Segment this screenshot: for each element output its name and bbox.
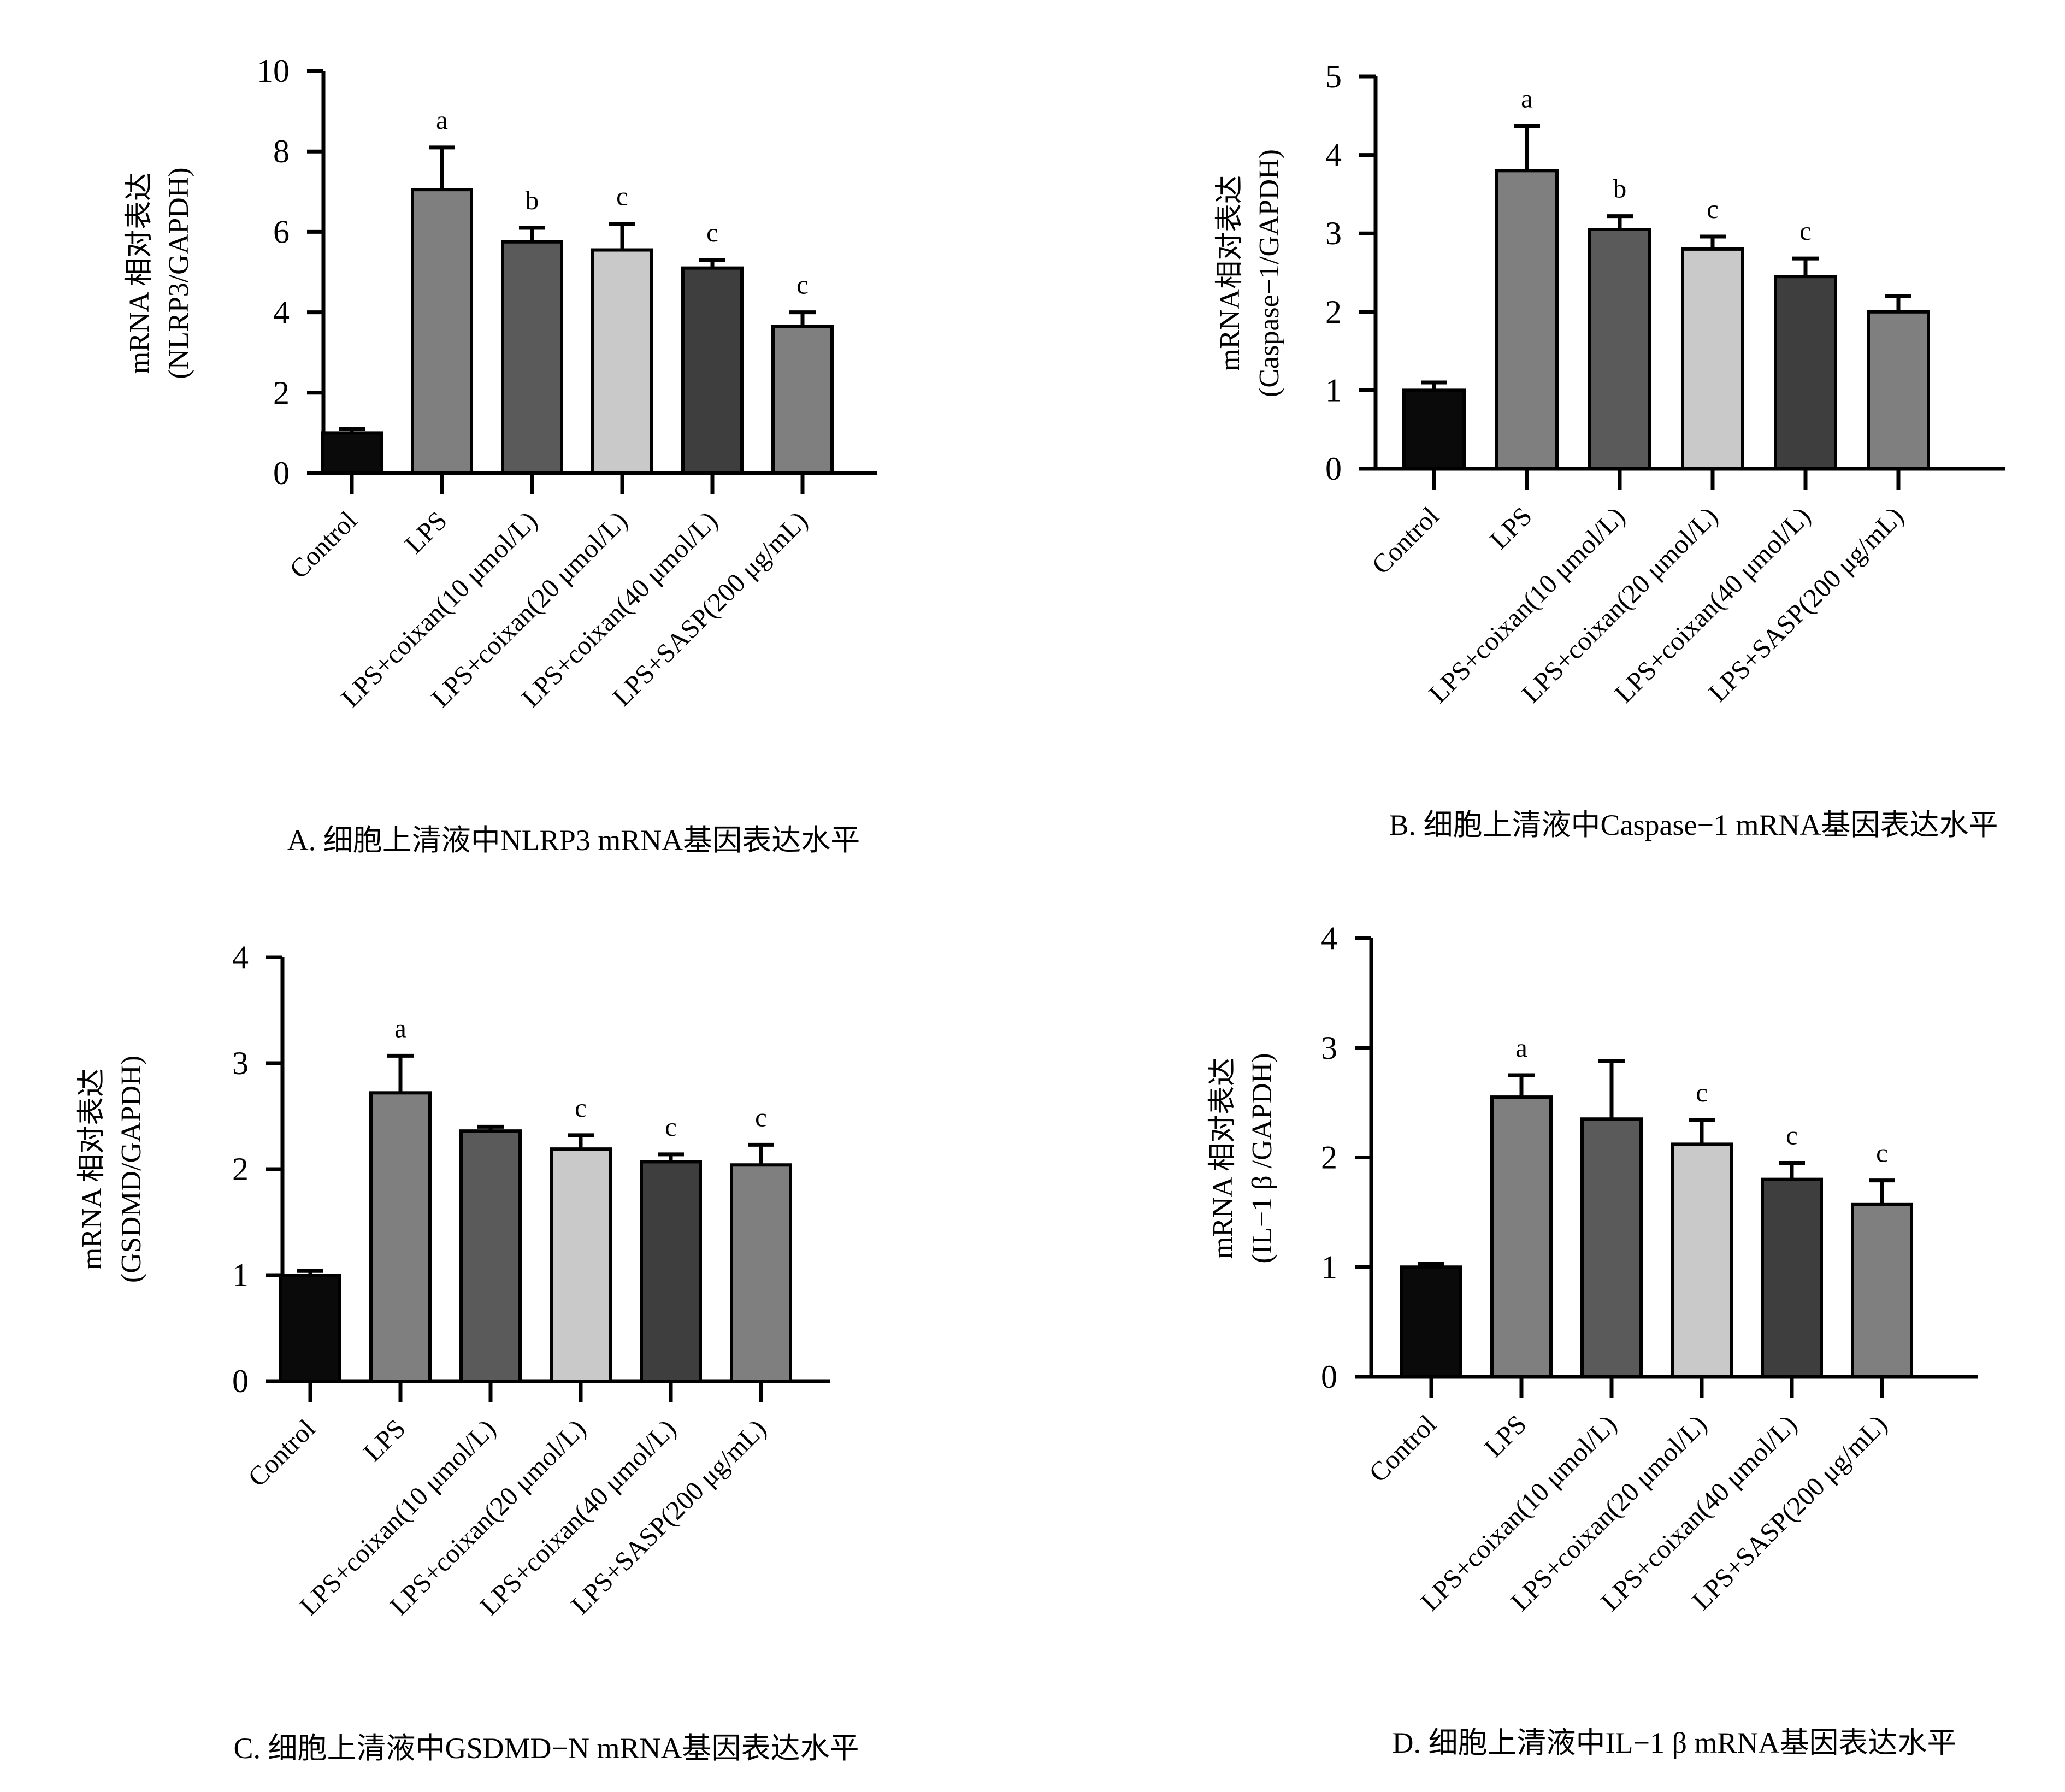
panel-b-category-label: Control (1366, 501, 1445, 580)
panel-a-bar (591, 248, 653, 475)
panel-d-bar (1761, 1177, 1823, 1378)
panel-b-y-tick-label: 1 (1325, 372, 1342, 408)
panel-d-significance-label: c (1696, 1077, 1708, 1107)
panel-c-y-tick-label: 2 (232, 1151, 249, 1187)
panel-d-category-label: LPS (1478, 1409, 1532, 1463)
panel-b-y-axis-title: (Caspase−1/GAPDH) (1254, 149, 1285, 397)
panel-a-bar (321, 431, 383, 475)
panel-d-y-tick-label: 4 (1321, 920, 1337, 956)
panel-a-y-tick-label: 8 (273, 133, 290, 169)
panel-a-bar (681, 266, 744, 475)
panel-a-y-axis-title: (NLRP3/GAPDH) (163, 167, 194, 379)
panel-c-y-axis-title: mRNA 相对表达 (76, 1069, 108, 1270)
panel-b-bar (1402, 388, 1466, 471)
panel-a-y-tick-label: 10 (257, 53, 290, 89)
panel-b-bar (1681, 247, 1744, 470)
panel-d-il1b-chart: 0 1 2 3 4 mRNA 相对表达 (IL−1 β /GAPDH) Control a LPS… (1207, 920, 1978, 1759)
panel-b-bar (1774, 275, 1837, 470)
panel-c-y-axis-title: (GSDMD/GAPDH) (116, 1056, 147, 1283)
panel-a-bar (501, 240, 563, 475)
panel-b-caspase1-chart: 0 1 2 3 4 5 mRNA相对表达 (Caspase−1/GAPDH) Control a L… (1214, 58, 2005, 841)
panel-a-y-tick-label: 2 (273, 375, 290, 411)
panel-b-significance-label: c (1800, 216, 1812, 246)
panel-c-y-tick-label: 3 (232, 1045, 249, 1081)
panel-c-significance-label: a (394, 1013, 406, 1043)
panel-b-bar (1588, 228, 1651, 470)
panel-a-significance-label: c (616, 181, 628, 211)
panel-d-y-tick-label: 2 (1321, 1140, 1337, 1176)
panel-d-caption: D. 细胞上清液中IL−1 β mRNA基因表达水平 (1393, 1726, 1957, 1759)
panel-c-y-tick-label: 4 (232, 939, 249, 975)
panel-c-significance-label: c (575, 1093, 587, 1123)
panel-c-category-label: LPS (357, 1413, 411, 1467)
panel-a-significance-label: b (526, 185, 539, 215)
panel-c-significance-label: c (755, 1102, 767, 1132)
panel-b-y-tick-label: 5 (1325, 58, 1342, 95)
panel-c-significance-label: c (665, 1112, 677, 1142)
panel-d-category-label: Control (1363, 1409, 1442, 1488)
panel-a-y-tick-label: 6 (273, 214, 290, 250)
panel-b-bar (1495, 169, 1559, 470)
panel-d-y-axis-title: mRNA 相对表达 (1207, 1058, 1238, 1259)
panel-c-bar (730, 1163, 792, 1383)
panel-b-y-tick-label: 0 (1325, 451, 1342, 487)
panel-d-bar (1851, 1202, 1913, 1378)
panel-b-y-tick-label: 4 (1325, 137, 1342, 173)
panel-d-bar (1400, 1265, 1462, 1378)
panel-d-y-tick-label: 1 (1321, 1249, 1337, 1285)
panel-c-bar (369, 1091, 432, 1383)
panel-d-significance-label: c (1876, 1138, 1888, 1168)
panel-d-significance-label: a (1515, 1033, 1527, 1063)
panel-a-category-label: LPS (399, 505, 453, 559)
panel-a-y-tick-label: 4 (273, 294, 290, 331)
panel-a-y-axis-title: mRNA 相对表达 (124, 173, 155, 374)
panel-c-bar (459, 1129, 522, 1383)
panel-a-y-tick-label: 0 (273, 455, 290, 491)
panel-d-bar (1671, 1142, 1733, 1378)
panel-c-bar (550, 1147, 612, 1383)
panel-d-y-axis-title: (IL−1 β /GAPDH) (1247, 1053, 1278, 1263)
panel-b-y-axis-title: mRNA相对表达 (1214, 175, 1246, 371)
panel-a-bar (771, 325, 834, 475)
panel-a-nlrp3-chart: 0 2 4 6 8 10 mRNA 相对表达 (NLRP3/GAPDH) Control a LPS… (124, 53, 877, 857)
panel-d-y-tick-label: 0 (1321, 1359, 1337, 1395)
panel-c-bar (279, 1274, 341, 1383)
panel-a-category-label: Control (284, 505, 363, 585)
panel-c-y-tick-label: 0 (232, 1363, 249, 1399)
panel-a-significance-label: c (706, 217, 718, 247)
panel-b-category-label: LPS (1484, 501, 1538, 555)
panel-b-significance-label: c (1707, 194, 1719, 224)
panel-c-bar (640, 1160, 702, 1383)
panel-b-significance-label: a (1521, 83, 1533, 113)
panel-c-category-label: Control (242, 1413, 321, 1493)
panel-b-caption: B. 细胞上清液中Caspase−1 mRNA基因表达水平 (1389, 809, 1998, 841)
panel-b-y-tick-label: 2 (1325, 294, 1342, 330)
panel-a-significance-label: a (436, 105, 448, 135)
panel-d-bar (1580, 1117, 1643, 1379)
panel-c-y-tick-label: 1 (232, 1257, 249, 1293)
panel-d-y-tick-label: 3 (1321, 1030, 1337, 1066)
panel-b-y-tick-label: 3 (1325, 215, 1342, 251)
panel-c-caption: C. 细胞上清液中GSDMD−N mRNA基因表达水平 (233, 1732, 859, 1765)
panel-d-significance-label: c (1786, 1121, 1798, 1151)
panel-b-significance-label: b (1613, 174, 1627, 204)
panel-b-bar (1867, 310, 1930, 470)
panel-a-caption: A. 细胞上清液中NLRP3 mRNA基因表达水平 (287, 824, 860, 857)
panel-d-bar (1490, 1095, 1553, 1379)
panel-a-bar (411, 188, 473, 475)
panel-a-significance-label: c (796, 270, 809, 300)
